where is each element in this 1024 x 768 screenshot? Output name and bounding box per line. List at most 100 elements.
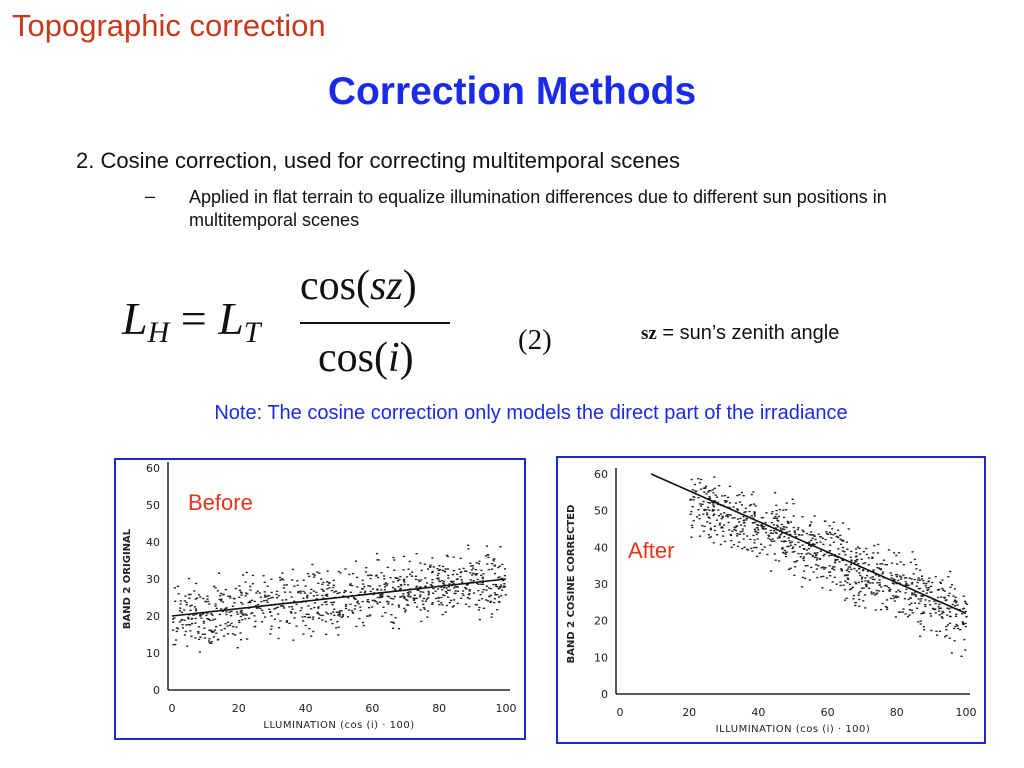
scatter-point	[453, 587, 456, 589]
scatter-point	[480, 569, 483, 572]
scatter-point	[919, 569, 922, 571]
scatter-point	[805, 532, 809, 535]
scatter-point	[718, 522, 722, 525]
scatter-point	[864, 580, 867, 582]
scatter-point	[413, 598, 416, 600]
scatter-point	[943, 596, 946, 599]
scatter-point	[808, 525, 811, 527]
scatter-point	[884, 605, 887, 608]
scatter-point	[352, 596, 356, 599]
scatter-point	[961, 608, 965, 610]
scatter-point	[448, 589, 451, 591]
scatter-point	[255, 607, 259, 609]
scatter-point	[405, 576, 409, 578]
x-axis-label: LLUMINATION (cos (i) · 100)	[263, 720, 414, 731]
scatter-point	[780, 529, 783, 531]
scatter-point	[837, 548, 840, 550]
scatter-point	[183, 634, 187, 636]
scatter-point	[739, 517, 742, 520]
scatter-point	[872, 569, 875, 571]
scatter-point	[500, 589, 504, 591]
scatter-point	[822, 575, 825, 578]
scatter-point	[267, 597, 270, 600]
scatter-point	[435, 597, 438, 600]
scatter-point	[742, 533, 745, 535]
scatter-point	[706, 521, 709, 523]
scatter-point	[921, 595, 924, 598]
scatter-point	[283, 584, 286, 586]
scatter-point	[861, 580, 864, 583]
scatter-point	[337, 612, 340, 614]
scatter-point	[708, 502, 712, 504]
scatter-point	[964, 625, 967, 628]
scatter-point	[437, 597, 440, 599]
scatter-point	[715, 496, 719, 498]
scatter-point	[431, 570, 434, 573]
scatter-point	[221, 593, 225, 596]
eq-num-func: cos(	[300, 263, 370, 309]
scatter-point	[964, 622, 967, 625]
scatter-point	[865, 553, 868, 556]
scatter-point	[876, 566, 879, 569]
scatter-point	[422, 591, 425, 593]
scatter-point	[437, 577, 440, 579]
scatter-point	[280, 578, 284, 580]
scatter-point	[825, 577, 829, 579]
scatter-point	[181, 618, 184, 621]
scatter-point	[231, 605, 235, 608]
scatter-point	[180, 611, 184, 614]
scatter-point	[892, 552, 896, 554]
scatter-point	[454, 592, 457, 595]
scatter-point	[778, 536, 782, 539]
scatter-point	[275, 593, 278, 596]
scatter-point	[220, 599, 223, 602]
scatter-point	[907, 584, 910, 586]
scatter-point	[416, 589, 419, 592]
scatter-point	[905, 583, 908, 585]
scatter-point	[366, 574, 370, 577]
scatter-point	[913, 602, 917, 604]
scatter-point	[278, 576, 282, 579]
scatter-point	[841, 559, 845, 562]
scatter-point	[297, 590, 300, 593]
scatter-point	[915, 585, 918, 587]
scatter-point	[317, 607, 320, 609]
scatter-point	[912, 593, 915, 595]
scatter-point	[776, 519, 779, 521]
scatter-point	[753, 511, 756, 513]
scatter-point	[854, 560, 858, 563]
scatter-point	[718, 514, 721, 517]
scatter-point	[709, 536, 712, 538]
scatter-point	[444, 568, 447, 570]
scatter-point	[927, 586, 931, 589]
scatter-point	[781, 551, 785, 554]
x-axis-label: ILLUMINATION (cos (i) · 100)	[716, 724, 871, 735]
scatter-point	[851, 586, 854, 589]
scatter-point	[791, 498, 794, 500]
scatter-point	[339, 572, 342, 574]
scatter-point	[702, 487, 705, 489]
scatter-point	[950, 583, 954, 586]
scatter-point	[418, 596, 422, 598]
scatter-point	[344, 590, 347, 592]
scatter-point	[440, 580, 443, 582]
scatter-point	[324, 594, 327, 596]
eq-den-arg: i	[387, 335, 400, 381]
scatter-point	[928, 577, 931, 579]
scatter-point	[465, 587, 468, 590]
scatter-point	[478, 599, 481, 601]
scatter-point	[350, 584, 354, 587]
scatter-point	[273, 608, 276, 610]
scatter-point	[178, 621, 181, 623]
scatter-point	[864, 583, 867, 586]
scatter-point	[413, 594, 416, 596]
scatter-point	[914, 595, 918, 597]
scatter-point	[845, 574, 849, 577]
scatter-point	[288, 606, 291, 608]
scatter-point	[858, 572, 861, 574]
scatter-point	[771, 532, 774, 535]
scatter-point	[864, 607, 867, 609]
scatter-point	[239, 615, 242, 618]
scatter-point	[711, 489, 714, 491]
scatter-point	[477, 589, 480, 592]
